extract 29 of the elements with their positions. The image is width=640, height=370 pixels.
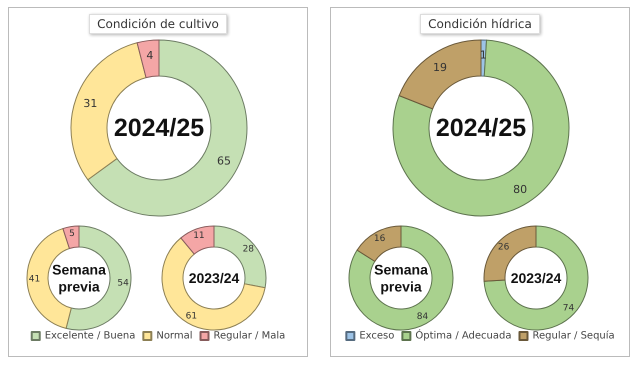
slice-label: 2024/25 [436, 114, 526, 142]
data-label: 26 [498, 242, 510, 253]
slice-label: Semana previa [374, 262, 428, 294]
legend-label: Excelente / Buena [44, 330, 136, 342]
data-label: 16 [374, 234, 386, 244]
data-label: 61 [186, 311, 198, 322]
chart-title: Condición de cultivo [97, 17, 219, 31]
legend-label: Óptima / Adecuada [415, 328, 512, 342]
data-label: 84 [416, 312, 428, 322]
legend-label: Regular / Sequía [532, 330, 615, 342]
data-label: 31 [83, 96, 98, 110]
slice-label: 2023/24 [510, 270, 562, 286]
data-label: 65 [217, 154, 232, 168]
data-label: 28 [242, 244, 254, 255]
data-label: 4 [146, 49, 154, 62]
data-label: 11 [193, 231, 205, 242]
data-label: 19 [432, 61, 447, 74]
chart-title: Condición hídrica [428, 17, 532, 31]
slice-label: 2024/25 [114, 114, 204, 142]
data-label: 80 [513, 183, 528, 196]
data-label: 41 [28, 274, 40, 284]
slice-label: Semana previa [52, 262, 106, 294]
legend-label: Exceso [359, 330, 394, 342]
slice-label: 2023/24 [188, 270, 240, 286]
legend-label: Normal [156, 330, 193, 342]
legend-label: Regular / Mala [214, 330, 286, 342]
data-label: 54 [117, 278, 130, 289]
data-label: 5 [69, 229, 75, 240]
data-label: 74 [562, 303, 574, 314]
